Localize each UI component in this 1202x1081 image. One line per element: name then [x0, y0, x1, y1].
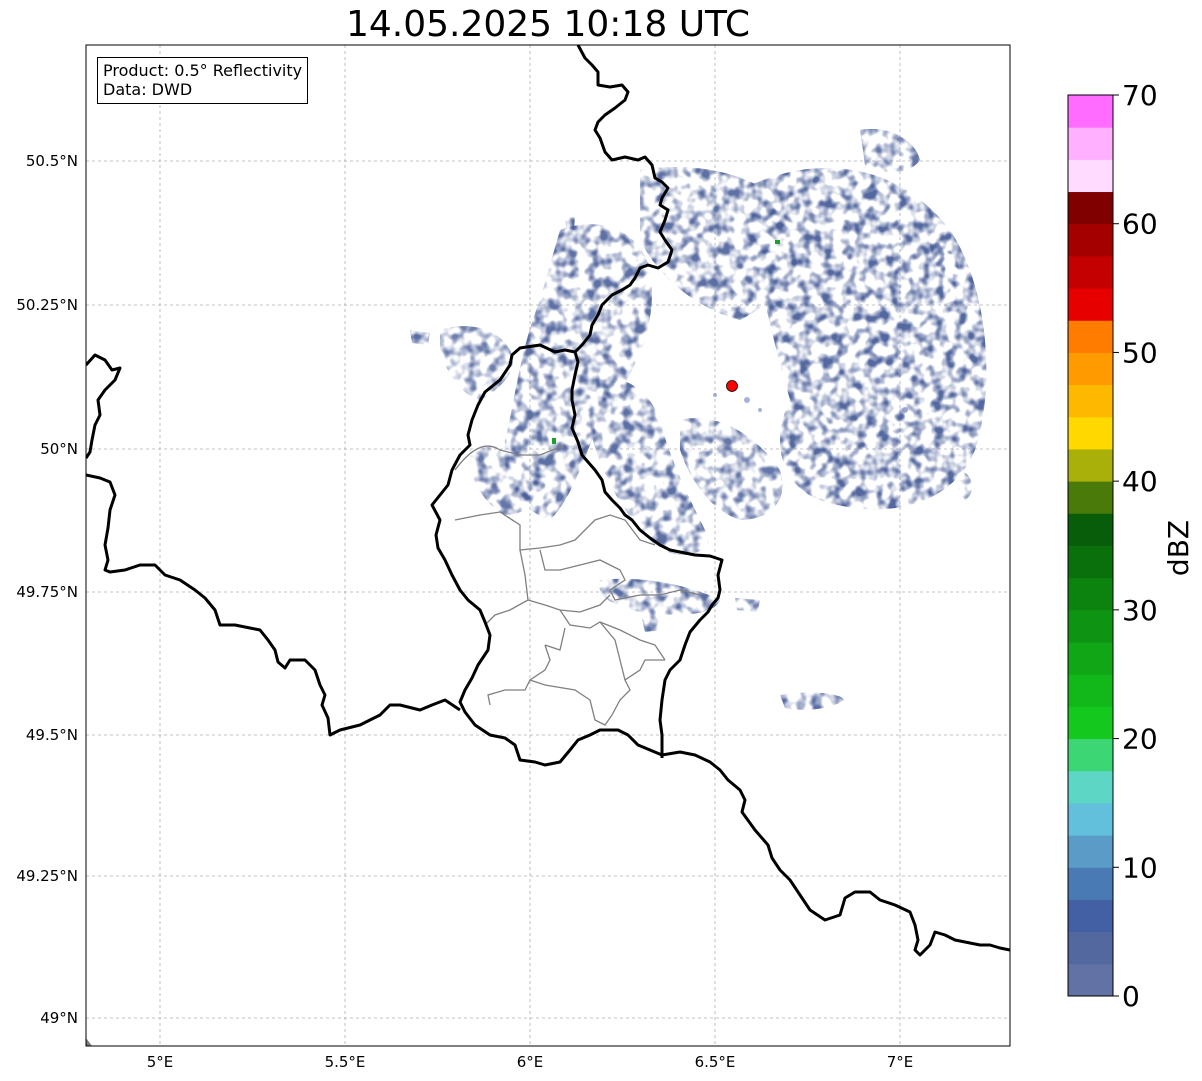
colorbar-segment	[1068, 448, 1113, 482]
info-box: Product: 0.5° Reflectivity Data: DWD	[97, 57, 309, 104]
colorbar-segment	[1068, 320, 1113, 353]
x-tick-label: 5°E	[147, 1053, 174, 1071]
y-tick-label: 50.25°N	[16, 296, 78, 314]
colorbar-segment	[1068, 931, 1113, 965]
colorbar-segment	[1068, 609, 1113, 643]
colorbar-segment	[1068, 191, 1113, 225]
colorbar-segment	[1068, 577, 1113, 611]
corner-feature	[86, 1038, 92, 1046]
plot-frame	[85, 44, 1011, 1047]
colorbar-segment	[1068, 899, 1113, 933]
colorbar-segment	[1068, 545, 1113, 579]
colorbar-tick-label: 0	[1122, 980, 1140, 1013]
colorbar-segment	[1068, 95, 1113, 128]
colorbar-segment	[1068, 835, 1113, 868]
colorbar-segment	[1068, 802, 1113, 836]
colorbar-tick-label: 30	[1122, 594, 1158, 627]
colorbar-segment	[1068, 738, 1113, 772]
colorbar-segment	[1068, 416, 1113, 450]
colorbar-tick-label: 70	[1122, 79, 1158, 112]
colorbar-segment	[1068, 159, 1113, 193]
colorbar-segment	[1068, 963, 1113, 997]
y-axis-labels: 50.5°N 50.25°N 50°N 49.75°N 49.5°N 49.25…	[16, 152, 78, 1027]
y-tick-label: 50.5°N	[26, 152, 78, 170]
colorbar-segment	[1068, 481, 1113, 514]
x-tick-label: 6.5°E	[695, 1053, 736, 1071]
x-tick-label: 5.5°E	[325, 1053, 366, 1071]
colorbar-segment	[1068, 513, 1113, 546]
radar-site-marker	[726, 380, 738, 392]
colorbar-segment	[1068, 674, 1113, 707]
product-text: Product: 0.5° Reflectivity	[103, 61, 303, 80]
colorbar: 0 10 20 30 40 50 60 70 dBZ	[1067, 79, 1195, 1013]
district-boundaries	[454, 444, 701, 726]
colorbar-segment	[1068, 352, 1113, 386]
colorbar-segment	[1068, 384, 1113, 418]
colorbar-tick-label: 40	[1122, 465, 1158, 498]
y-tick-label: 50°N	[40, 440, 78, 458]
map-title: 14.05.2025 10:18 UTC	[345, 4, 751, 45]
colorbar-tick-label: 60	[1122, 208, 1158, 241]
colorbar-tick-label: 20	[1122, 723, 1158, 756]
national-borders	[86, 45, 1010, 957]
colorbar-frame	[1067, 94, 1114, 997]
colorbar-tick-label: 50	[1122, 336, 1158, 369]
y-tick-label: 49.25°N	[16, 867, 78, 885]
colorbar-tick-label: 10	[1122, 851, 1158, 884]
colorbar-segment	[1068, 770, 1113, 804]
colorbar-segment	[1068, 706, 1113, 740]
colorbar-ticks: 0 10 20 30 40 50 60 70	[1113, 79, 1158, 1013]
colorbar-segments	[1068, 95, 1113, 997]
colorbar-segment	[1068, 288, 1113, 321]
y-tick-label: 49.5°N	[26, 726, 78, 744]
colorbar-segment	[1068, 127, 1113, 160]
data-source-text: Data: DWD	[103, 80, 193, 99]
colorbar-label: dBZ	[1162, 520, 1195, 576]
colorbar-segment	[1068, 223, 1113, 257]
colorbar-segment	[1068, 255, 1113, 289]
colorbar-segment	[1068, 642, 1113, 675]
y-tick-label: 49°N	[40, 1009, 78, 1027]
colorbar-segment	[1068, 867, 1113, 900]
x-tick-label: 7°E	[887, 1053, 914, 1071]
x-axis-labels: 5°E 5.5°E 6°E 6.5°E 7°E	[147, 1053, 914, 1071]
y-tick-label: 49.75°N	[16, 583, 78, 601]
radar-echoes	[410, 129, 987, 710]
x-tick-label: 6°E	[517, 1053, 544, 1071]
